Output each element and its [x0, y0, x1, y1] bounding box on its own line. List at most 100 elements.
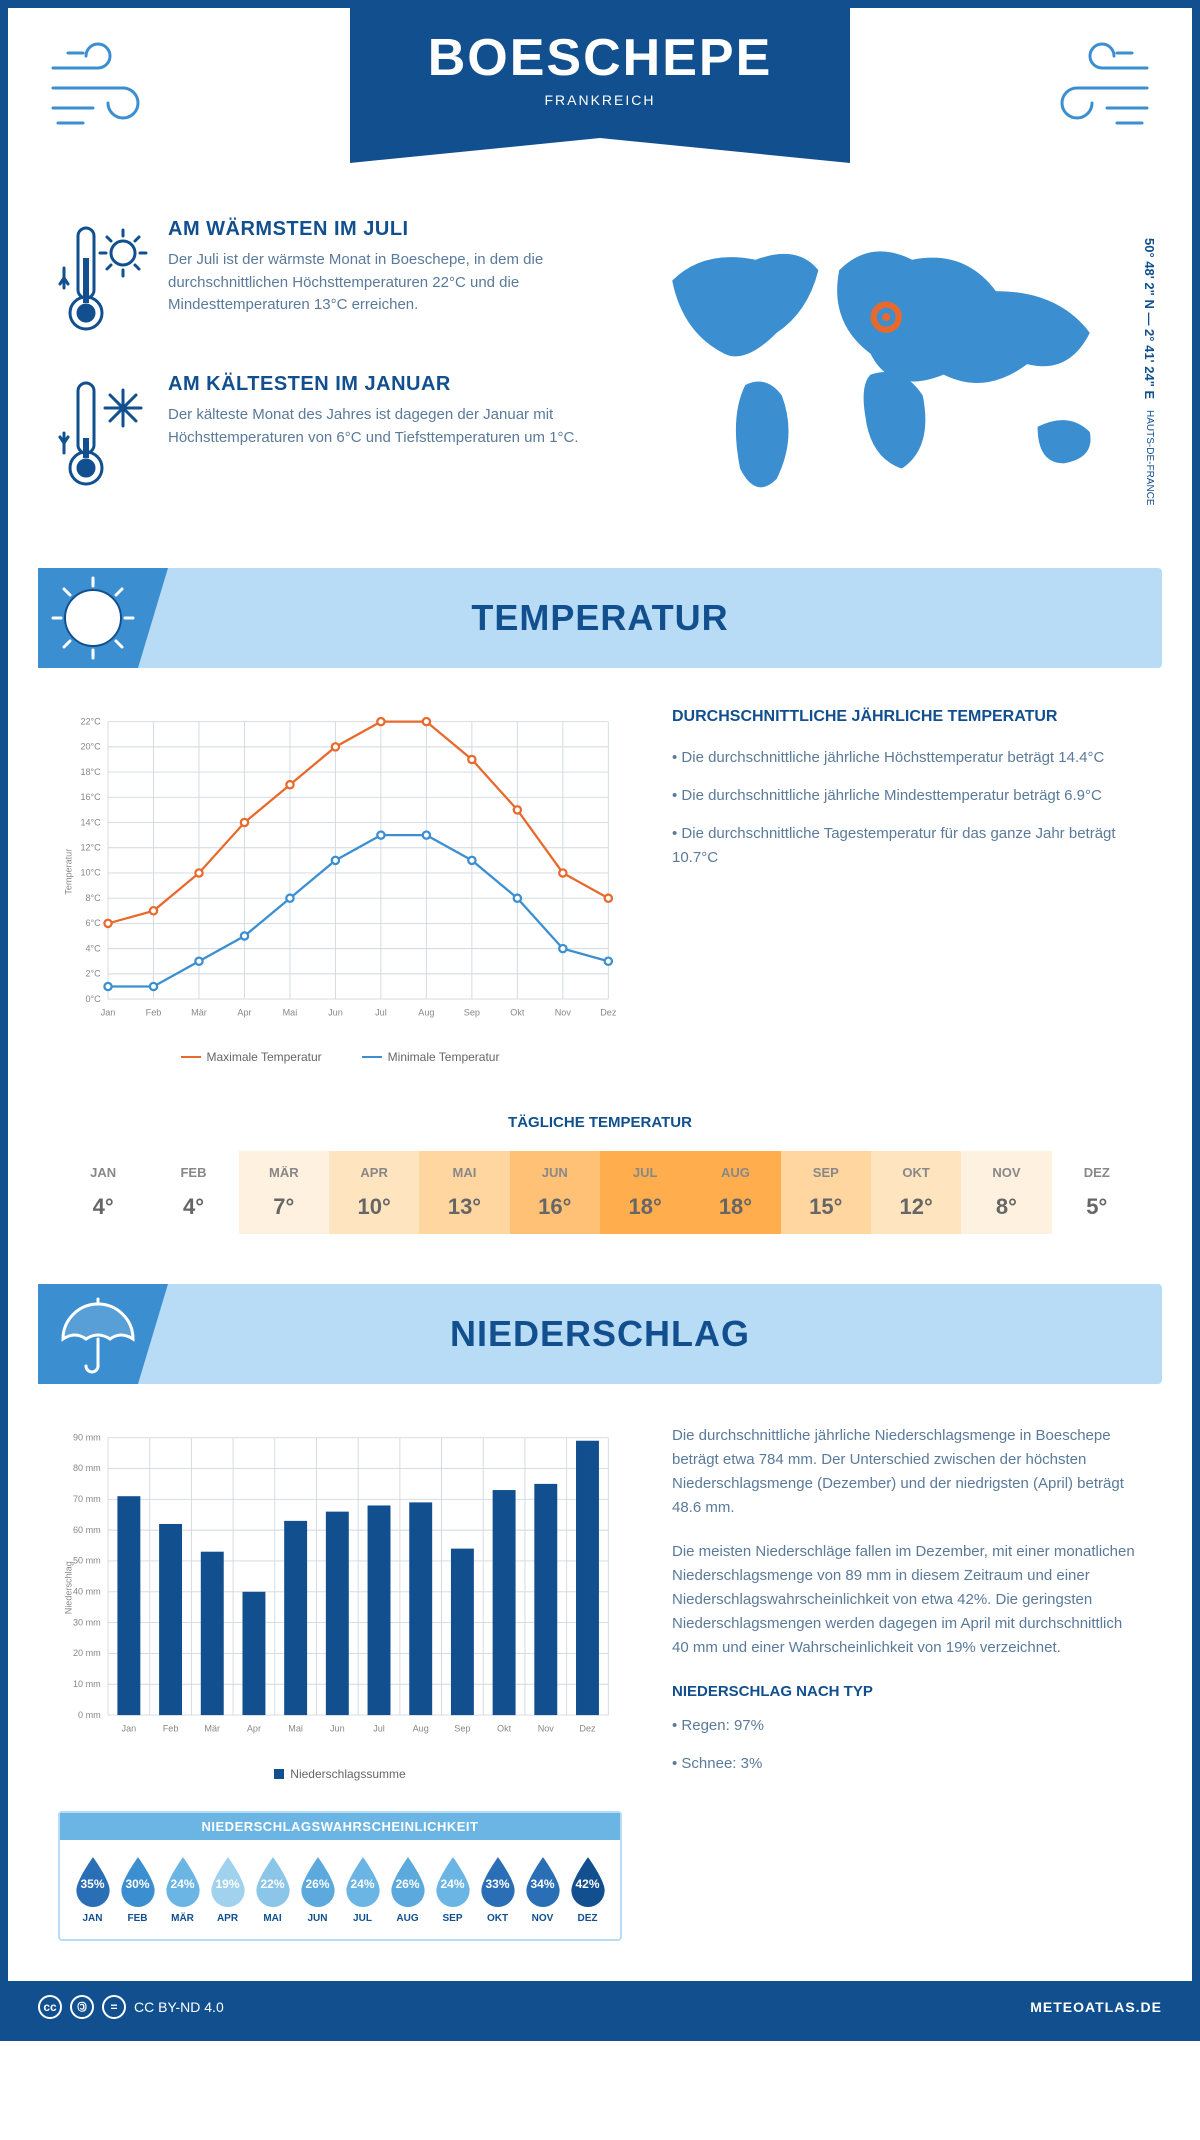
svg-text:Jun: Jun [328, 1007, 343, 1017]
daily-temp-cell: JUN16° [510, 1151, 600, 1234]
svg-text:30 mm: 30 mm [73, 1618, 101, 1628]
daily-temp-cell: JUL18° [600, 1151, 690, 1234]
svg-text:Nov: Nov [555, 1007, 572, 1017]
svg-text:22°C: 22°C [80, 716, 101, 726]
coldest-title: AM KÄLTESTEN IM JANUAR [168, 373, 580, 396]
world-map: 50° 48' 2" N — 2° 41' 24" E HAUTS-DE-FRA… [620, 218, 1142, 528]
thermometer-cold-icon [58, 373, 148, 498]
by-icon: 🄯 [70, 1995, 94, 2019]
coldest-fact: AM KÄLTESTEN IM JANUAR Der kälteste Mona… [58, 373, 580, 498]
precipitation-bar-chart: 0 mm10 mm20 mm30 mm40 mm50 mm60 mm70 mm8… [58, 1424, 622, 1751]
svg-text:90 mm: 90 mm [73, 1433, 101, 1443]
prob-cell: 35%JAN [70, 1855, 115, 1924]
svg-text:Apr: Apr [247, 1724, 261, 1734]
svg-text:Sep: Sep [464, 1007, 480, 1017]
header: BOESCHEPE FRANKREICH [8, 8, 1192, 188]
svg-text:Okt: Okt [497, 1724, 512, 1734]
precip-para-1: Die durchschnittliche jährliche Niedersc… [672, 1424, 1142, 1520]
temp-bullet: • Die durchschnittliche Tagestemperatur … [672, 822, 1142, 870]
prob-cell: 42%DEZ [565, 1855, 610, 1924]
svg-text:40 mm: 40 mm [73, 1587, 101, 1597]
svg-text:Jan: Jan [122, 1724, 137, 1734]
temperature-line-chart: 0°C2°C4°C6°C8°C10°C12°C14°C16°C18°C20°C2… [58, 708, 622, 1035]
svg-text:Aug: Aug [418, 1007, 434, 1017]
svg-text:Niederschlag: Niederschlag [64, 1562, 74, 1615]
city-title: BOESCHEPE [350, 28, 850, 88]
daily-temp-cell: FEB4° [148, 1151, 238, 1234]
daily-temp-cell: NOV8° [961, 1151, 1051, 1234]
warmest-text: Der Juli ist der wärmste Monat in Boesch… [168, 249, 580, 317]
intro-row: AM WÄRMSTEN IM JULI Der Juli ist der wär… [8, 188, 1192, 568]
svg-text:0 mm: 0 mm [78, 1710, 101, 1720]
prob-cell: 34%NOV [520, 1855, 565, 1924]
svg-text:Dez: Dez [600, 1007, 617, 1017]
temp-bullet: • Die durchschnittliche jährliche Höchst… [672, 746, 1142, 770]
coordinates: 50° 48' 2" N — 2° 41' 24" E HAUTS-DE-FRA… [1142, 238, 1157, 506]
prob-cell: 24%MÄR [160, 1855, 205, 1924]
prob-title: NIEDERSCHLAGSWAHRSCHEINLICHKEIT [60, 1813, 620, 1840]
svg-text:Nov: Nov [538, 1724, 555, 1734]
svg-text:Mai: Mai [288, 1724, 303, 1734]
country-subtitle: FRANKREICH [350, 92, 850, 108]
cc-icon: cc [38, 1995, 62, 2019]
svg-text:60 mm: 60 mm [73, 1525, 101, 1535]
precip-para-2: Die meisten Niederschläge fallen im Deze… [672, 1540, 1142, 1660]
sun-icon [38, 568, 168, 668]
svg-text:20 mm: 20 mm [73, 1649, 101, 1659]
temperature-body: 0°C2°C4°C6°C8°C10°C12°C14°C16°C18°C20°C2… [8, 668, 1192, 1104]
wind-icon [1042, 38, 1152, 133]
coldest-text: Der kälteste Monat des Jahres ist dagege… [168, 404, 580, 449]
infographic-container: BOESCHEPE FRANKREICH AM WÄRMSTEN IM JULI… [0, 0, 1200, 2041]
svg-text:0°C: 0°C [86, 994, 102, 1004]
svg-text:Mai: Mai [283, 1007, 298, 1017]
daily-temp-cell: APR10° [329, 1151, 419, 1234]
svg-text:12°C: 12°C [80, 842, 101, 852]
svg-text:Feb: Feb [163, 1724, 179, 1734]
svg-text:Jul: Jul [375, 1007, 387, 1017]
svg-text:50 mm: 50 mm [73, 1556, 101, 1566]
daily-temp-cell: DEZ5° [1052, 1151, 1142, 1234]
avg-temp-title: DURCHSCHNITTLICHE JÄHRLICHE TEMPERATUR [672, 708, 1142, 726]
precipitation-legend: Niederschlagssumme [58, 1767, 622, 1781]
prob-cell: 26%JUN [295, 1855, 340, 1924]
svg-text:Apr: Apr [237, 1007, 251, 1017]
temp-bullet: • Die durchschnittliche jährliche Mindes… [672, 784, 1142, 808]
svg-text:Jan: Jan [101, 1007, 116, 1017]
daily-temp-cell: AUG18° [690, 1151, 780, 1234]
prob-cell: 19%APR [205, 1855, 250, 1924]
svg-text:Jul: Jul [373, 1724, 385, 1734]
svg-text:Okt: Okt [510, 1007, 525, 1017]
svg-text:Dez: Dez [579, 1724, 596, 1734]
svg-text:Mär: Mär [191, 1007, 207, 1017]
daily-temp-cell: JAN4° [58, 1151, 148, 1234]
temperature-title: TEMPERATUR [471, 597, 728, 639]
daily-temp-cell: OKT12° [871, 1151, 961, 1234]
svg-text:14°C: 14°C [80, 817, 101, 827]
svg-text:Mär: Mär [204, 1724, 220, 1734]
svg-text:Jun: Jun [330, 1724, 345, 1734]
svg-text:6°C: 6°C [86, 918, 102, 928]
precipitation-title: NIEDERSCHLAG [450, 1313, 750, 1355]
svg-text:2°C: 2°C [86, 969, 102, 979]
temperature-legend: Maximale Temperatur Minimale Temperatur [58, 1050, 622, 1064]
svg-text:Sep: Sep [454, 1724, 470, 1734]
svg-text:18°C: 18°C [80, 767, 101, 777]
umbrella-icon [38, 1284, 168, 1384]
prob-cell: 26%AUG [385, 1855, 430, 1924]
prob-cell: 24%SEP [430, 1855, 475, 1924]
prob-cell: 30%FEB [115, 1855, 160, 1924]
warmest-fact: AM WÄRMSTEN IM JULI Der Juli ist der wär… [58, 218, 580, 343]
footer: cc 🄯 = CC BY-ND 4.0 METEOATLAS.DE [8, 1981, 1192, 2033]
temperature-header: TEMPERATUR [38, 568, 1162, 668]
svg-text:80 mm: 80 mm [73, 1464, 101, 1474]
daily-temp-cell: SEP15° [781, 1151, 871, 1234]
type-bullet: • Regen: 97% [672, 1714, 1142, 1738]
svg-text:8°C: 8°C [86, 893, 102, 903]
type-bullet: • Schnee: 3% [672, 1752, 1142, 1776]
wind-icon [48, 38, 158, 133]
precipitation-probability-box: NIEDERSCHLAGSWAHRSCHEINLICHKEIT 35%JAN30… [58, 1811, 622, 1941]
daily-temp-strip: JAN4°FEB4°MÄR7°APR10°MAI13°JUN16°JUL18°A… [58, 1151, 1142, 1234]
precipitation-header: NIEDERSCHLAG [38, 1284, 1162, 1384]
svg-text:10°C: 10°C [80, 868, 101, 878]
svg-text:16°C: 16°C [80, 792, 101, 802]
